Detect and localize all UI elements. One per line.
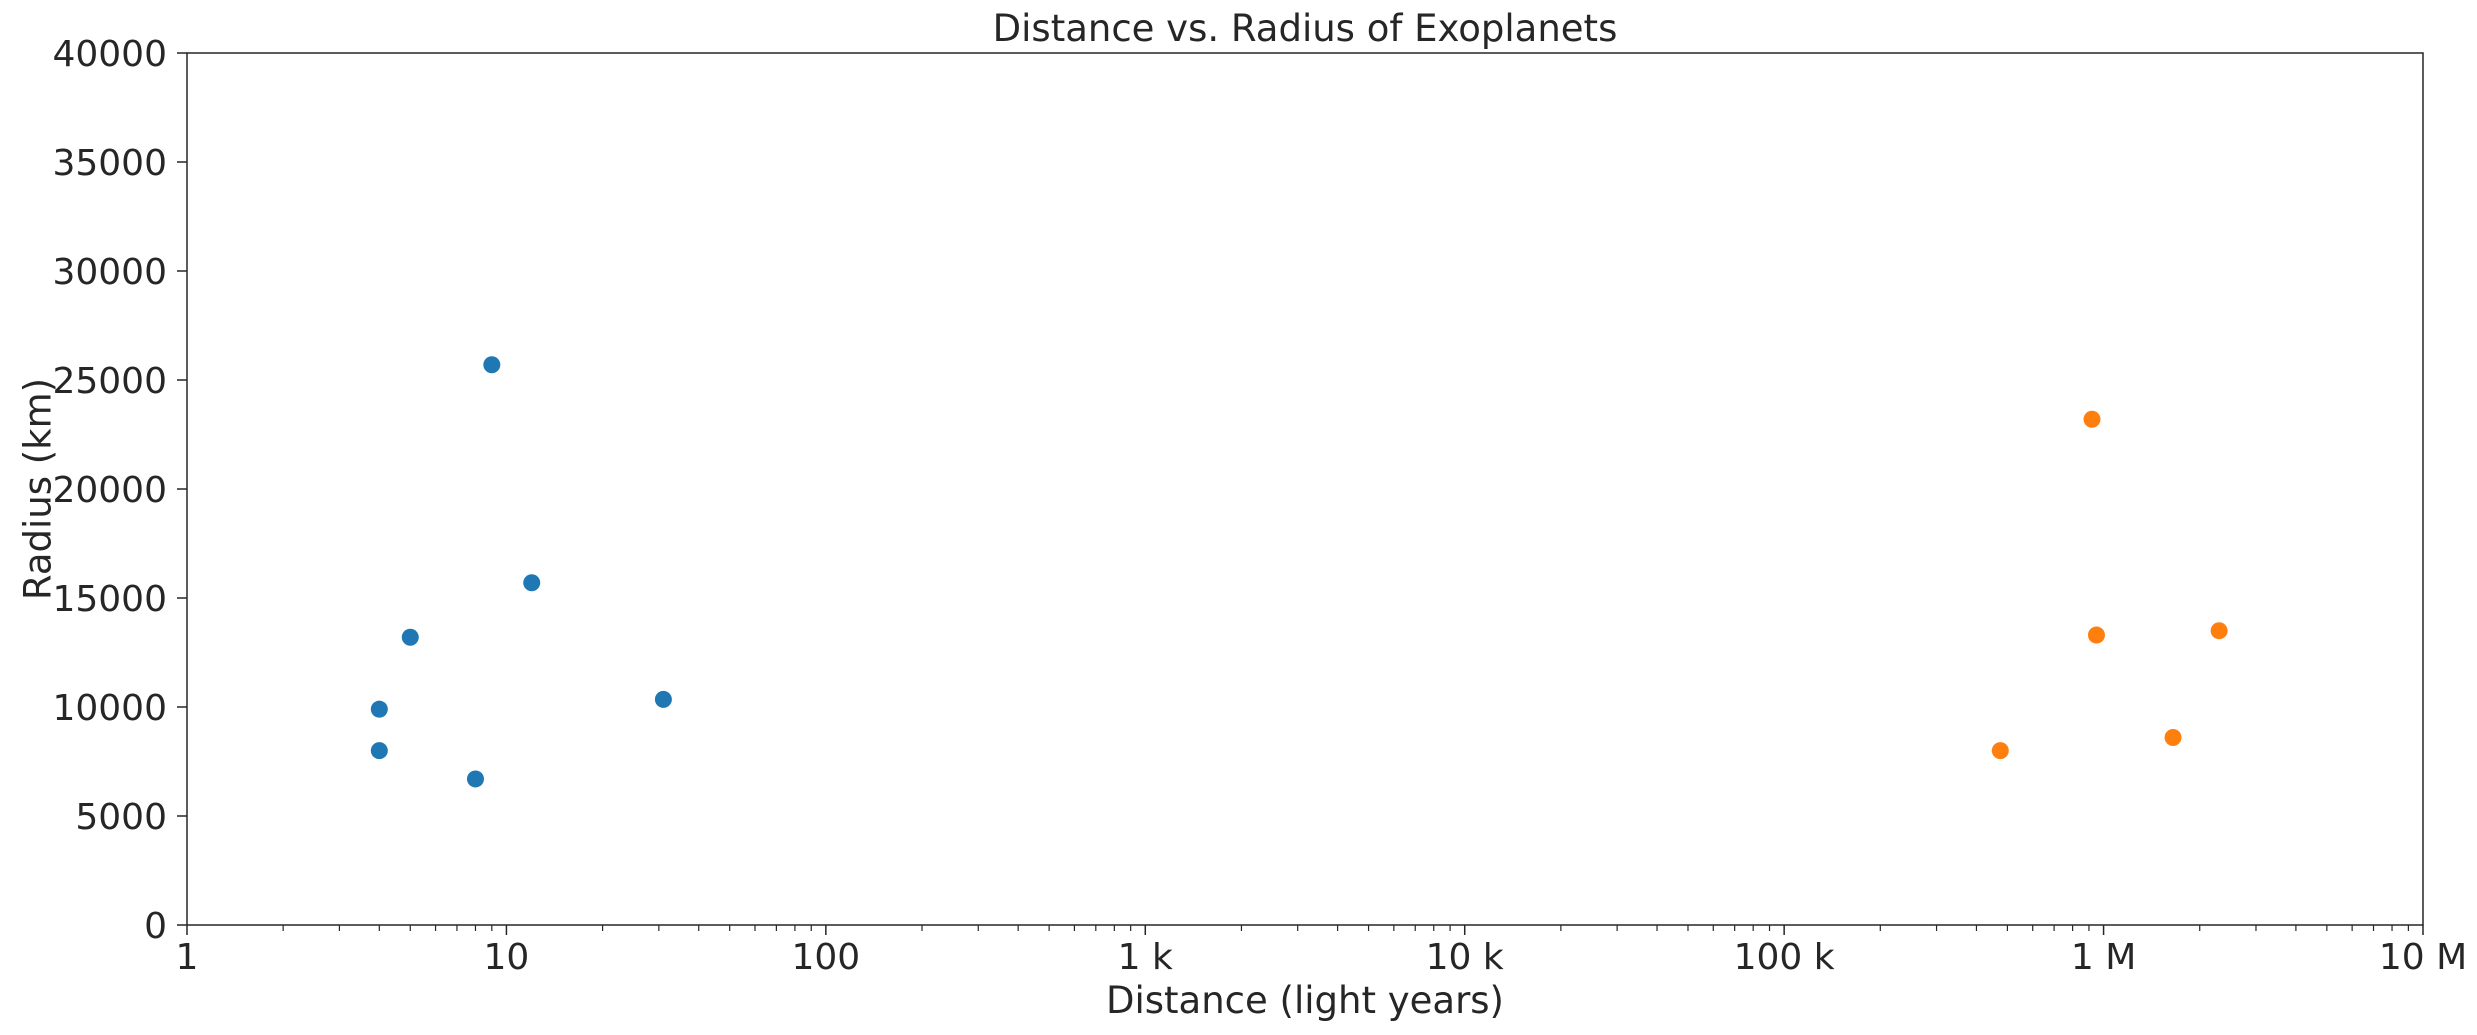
series-2-point-2 [2083, 410, 2101, 428]
x-tick-label: 10 k [1426, 937, 1504, 978]
series-1-point-5 [483, 356, 501, 374]
y-tick-label: 5000 [75, 797, 167, 838]
y-tick-label: 20000 [52, 470, 167, 511]
y-tick-label: 15000 [52, 579, 167, 620]
series-1-point-1 [370, 700, 388, 718]
y-tick-label: 35000 [52, 143, 167, 184]
x-tick-label: 100 [791, 937, 860, 978]
y-tick-label: 40000 [52, 34, 167, 75]
series-1-point-3 [401, 628, 419, 646]
y-axis-title: Radius (km) [17, 378, 60, 600]
x-tick-label: 100 k [1734, 937, 1835, 978]
series-2-point-5 [2210, 622, 2228, 640]
x-tick-label: 1 [176, 937, 199, 978]
series-1-point-2 [370, 742, 388, 760]
plot-area-frame [186, 52, 2424, 926]
y-tick-label: 30000 [52, 252, 167, 293]
x-tick-label: 1 M [2071, 937, 2136, 978]
series-2-point-4 [2164, 729, 2182, 747]
x-tick-label: 10 M [2379, 937, 2467, 978]
chart-title: Distance vs. Radius of Exoplanets [993, 7, 1618, 50]
data-points [370, 356, 2228, 788]
series-1-point-7 [654, 690, 672, 708]
x-axis-title: Distance (light years) [1106, 979, 1504, 1022]
y-tick-label: 10000 [52, 688, 167, 729]
x-tick-label: 10 [484, 937, 530, 978]
y-tick-label: 0 [144, 906, 167, 947]
x-tick-label: 1 k [1118, 937, 1173, 978]
y-tick-label: 25000 [52, 361, 167, 402]
series-2-point-3 [2087, 626, 2105, 644]
series-1-point-4 [466, 770, 484, 788]
series-1-point-6 [523, 574, 541, 592]
axis-ticks: 1 10 100 1 k 10 k 100 k 1 M 10 M 0 5000 10000 15000… [52, 34, 2467, 978]
series-2-point-1 [1991, 742, 2009, 760]
